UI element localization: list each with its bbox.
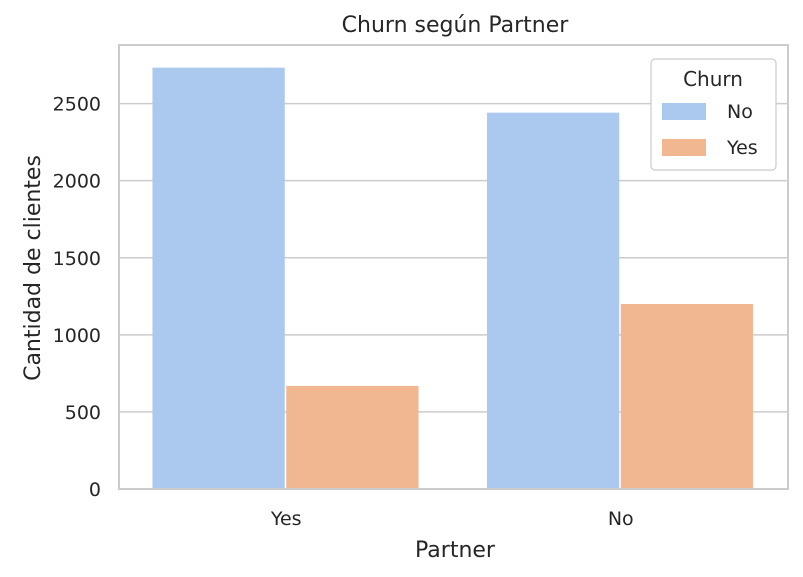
legend-title: Churn xyxy=(683,67,743,91)
chart-title: Churn según Partner xyxy=(342,13,570,38)
legend-label: No xyxy=(727,101,753,123)
bar-yes-no xyxy=(620,304,754,489)
bar-no-yes xyxy=(152,67,285,489)
plot-border xyxy=(118,44,789,490)
bars xyxy=(152,67,754,489)
x-tick-label: No xyxy=(608,508,634,530)
bar-no-no xyxy=(486,112,620,489)
y-axis-label: Cantidad de clientes xyxy=(21,155,46,381)
y-tick-label: 2500 xyxy=(53,94,101,116)
y-tick-label: 2000 xyxy=(53,171,101,193)
y-tick-label: 1000 xyxy=(53,325,101,347)
bar-yes-yes xyxy=(286,385,419,489)
legend-swatch xyxy=(662,139,706,156)
plot-frame xyxy=(118,44,789,490)
y-tick-label: 1500 xyxy=(53,248,101,270)
legend: Churn No Yes xyxy=(650,58,777,171)
y-tick-labels: 0 500 1000 1500 2000 2500 xyxy=(53,94,101,501)
x-tick-label: Yes xyxy=(270,508,302,530)
x-axis-label: Partner xyxy=(415,538,496,563)
y-tick-label: 0 xyxy=(89,479,101,501)
legend-label: Yes xyxy=(726,137,758,159)
legend-swatch xyxy=(662,103,706,120)
x-tick-labels: Yes No xyxy=(270,508,634,530)
y-tick-label: 500 xyxy=(65,402,101,424)
